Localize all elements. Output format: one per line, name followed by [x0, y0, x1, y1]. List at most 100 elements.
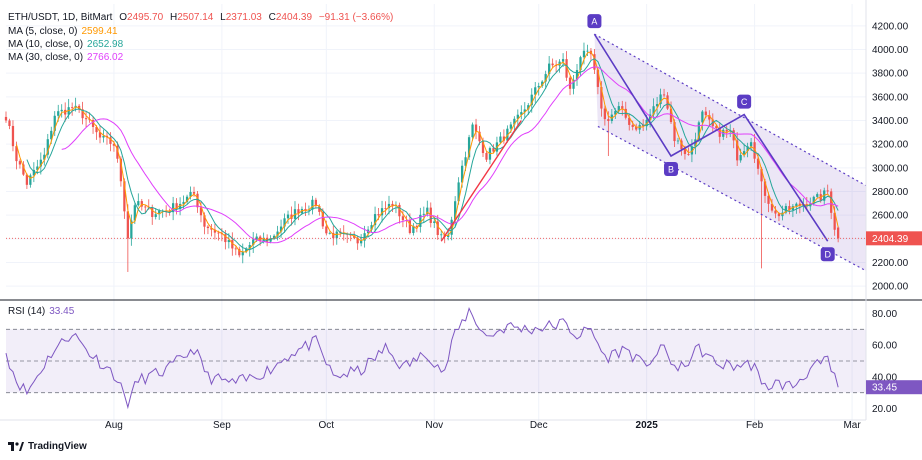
candle-body: [687, 154, 690, 155]
candle-body: [384, 208, 387, 209]
candle-body: [311, 199, 314, 210]
candle-body: [25, 174, 29, 185]
candle-body: [662, 94, 666, 96]
candle-body: [492, 148, 495, 152]
red-trendline: [440, 120, 522, 242]
tradingview-logo-icon: [8, 442, 24, 451]
candle-body: [283, 218, 286, 227]
candle-body: [22, 164, 25, 175]
time-tick-label: Aug: [105, 420, 123, 431]
candle-body: [833, 212, 836, 230]
axes: 4200.00 4000.00 3800.00 3600.00 3400.00 3200.…: [0, 0, 922, 431]
candle-body: [614, 111, 617, 115]
candle-body: [530, 94, 533, 106]
ma30-label: MA (30, close, 0): [8, 52, 84, 63]
abcd-label-box: [587, 14, 602, 29]
abcd-label-text: D: [824, 250, 831, 260]
candle-body: [50, 130, 53, 140]
candle-body: [617, 106, 620, 112]
candle-body: [332, 232, 335, 239]
candle-body: [84, 118, 88, 120]
ohlc-change: −91.31 (−3.66%): [318, 12, 394, 23]
candle-body: [328, 232, 331, 234]
candle-body: [607, 119, 610, 121]
ma-line-ma5: [15, 51, 839, 253]
candle-body: [544, 74, 547, 82]
channel-bottom-line: [597, 125, 867, 272]
abcd-label-text: C: [741, 97, 748, 107]
rsi-line: [5, 306, 839, 410]
candle-body: [502, 136, 506, 141]
candle-body: [269, 238, 272, 242]
price-tick-label: 3600.00: [872, 92, 909, 103]
candle-body: [11, 125, 15, 147]
channel-fill: [594, 34, 866, 271]
candle-body: [109, 137, 112, 144]
candle-body: [753, 142, 756, 159]
candle-body: [788, 206, 791, 210]
rsi-tick-label: 80.00: [872, 309, 897, 320]
candle-body: [422, 213, 425, 215]
price-tick-label: 3800.00: [872, 69, 909, 80]
candle-body: [478, 131, 481, 142]
candle-body: [178, 203, 182, 210]
time-tick-label: Mar: [843, 420, 861, 431]
candle-body: [71, 107, 74, 108]
candle-body: [464, 157, 467, 166]
candle-body: [680, 140, 683, 150]
candle-body: [356, 237, 359, 244]
candle-body: [144, 206, 147, 208]
price-tick-label: 3200.00: [872, 140, 909, 151]
candle-body: [440, 234, 443, 236]
candle-body: [398, 204, 401, 217]
candle-body: [534, 87, 537, 95]
candle-body: [46, 139, 49, 155]
price-tick-label: 2000.00: [872, 282, 909, 293]
abcd-label-box: [737, 94, 752, 109]
candle-body: [192, 192, 196, 194]
candle-body: [391, 203, 394, 206]
candle-body: [43, 154, 46, 160]
time-tick-label: Sep: [213, 420, 231, 431]
candle-body: [541, 81, 544, 86]
candle-body: [568, 77, 572, 89]
candle-body: [520, 112, 523, 115]
candle-body: [81, 109, 84, 119]
candle-body: [377, 214, 380, 216]
candle-body: [151, 207, 154, 217]
candle-body: [575, 70, 579, 80]
candle-body: [725, 129, 728, 132]
candle-body: [234, 248, 237, 250]
candle-body: [182, 201, 185, 204]
rsi-legend: RSI (14) 33.45: [8, 306, 78, 317]
abcd-label-box: [664, 162, 679, 176]
rsi-value-badge-text: 33.45: [872, 383, 897, 394]
candle-body: [826, 190, 829, 192]
candle-body: [579, 57, 582, 71]
candle-body: [426, 207, 429, 214]
candle-body: [523, 109, 526, 113]
candle-body: [380, 208, 384, 216]
candle-body: [795, 203, 798, 207]
candle-body: [36, 166, 39, 170]
candle-body: [485, 153, 488, 160]
candle-body: [314, 199, 318, 206]
symbol-legend: ETH/USDT, 1D, BitMart O2495.70 H2507.14 …: [8, 12, 397, 23]
candle-body: [39, 159, 42, 167]
candle-body: [648, 114, 652, 120]
candle-body: [196, 193, 199, 208]
candle-body: [586, 50, 589, 52]
candle-body: [15, 146, 18, 162]
candle-body: [509, 124, 512, 129]
candle-body: [116, 145, 119, 159]
candle-body: [777, 213, 781, 217]
candle-body: [708, 115, 711, 120]
candle-body: [262, 237, 265, 242]
current-price-badge: [866, 231, 922, 246]
ma-line-ma30: [61, 66, 839, 244]
candle-body: [457, 182, 460, 202]
candle-body: [126, 211, 129, 239]
abcd-label-text: A: [591, 17, 597, 27]
candle-body: [238, 248, 241, 256]
candle-body: [676, 140, 680, 142]
